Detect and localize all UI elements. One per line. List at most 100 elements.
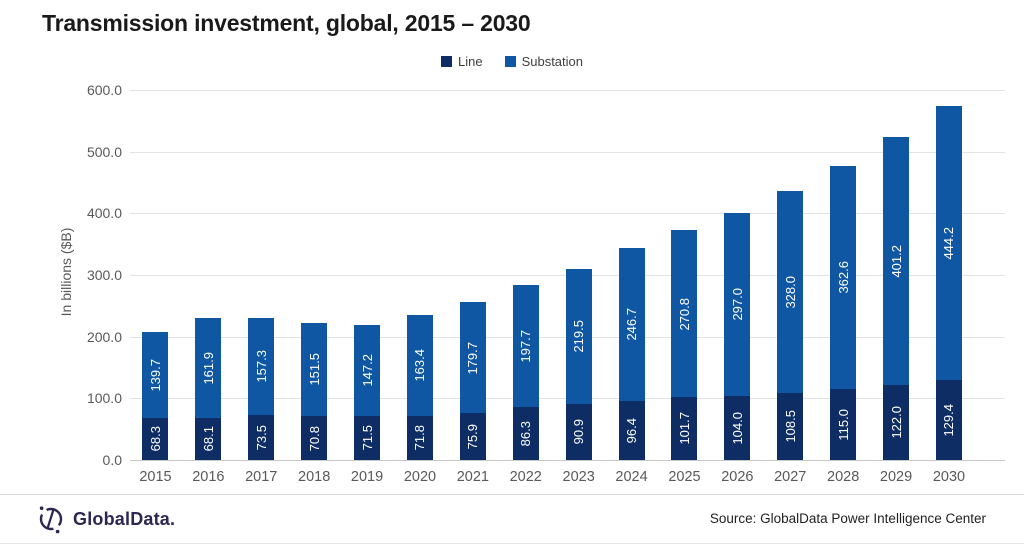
bar-value-label: 362.6 (835, 261, 851, 294)
bar-segment-line-2023: 90.9 (565, 403, 592, 460)
bar-value-label: 401.2 (888, 244, 904, 278)
bar-2017: 73.5 157.3 (248, 317, 275, 460)
bar-value-label: 101.7 (676, 412, 692, 445)
footer-divider (0, 494, 1024, 495)
legend-item-line: Line (440, 54, 483, 69)
source-text: Source: GlobalData Power Intelligence Ce… (709, 511, 986, 526)
x-tick-label-2016: 2016 (192, 469, 225, 485)
bar-value-label: 122.0 (888, 406, 904, 439)
bar-segment-substation-2022: 197.7 (512, 284, 539, 407)
chart-title: Transmission investment, global, 2015 – … (42, 10, 531, 36)
x-tick-label-2022: 2022 (509, 469, 542, 485)
bar-segment-substation-2020: 163.4 (406, 314, 433, 416)
bar-2021: 75.9 179.7 (459, 302, 486, 460)
x-tick-label-2017: 2017 (245, 469, 278, 485)
gridline (130, 151, 1005, 153)
brand-logo: GlobalData. (36, 503, 175, 535)
bar-segment-line-2020: 71.8 (406, 415, 433, 460)
bar-segment-line-2019: 71.5 (354, 415, 381, 460)
bar-segment-substation-2017: 157.3 (248, 317, 275, 415)
bar-value-label: 104.0 (729, 411, 745, 445)
legend: Line Substation (0, 54, 1024, 69)
bar-value-label: 71.8 (412, 425, 428, 451)
bars-layer: 68.3 139.7 68.1 161.9 73.5 157.3 70.8 151.5 71.5… (129, 90, 976, 460)
bar-2019: 71.5 147.2 (354, 325, 381, 460)
bar-value-label: 71.5 (359, 425, 375, 451)
bar-value-label: 75.9 (465, 423, 481, 450)
legend-swatch-substation (504, 56, 516, 67)
globaldata-logo-icon (39, 506, 63, 534)
bar-segment-line-2017: 73.5 (248, 414, 275, 460)
bar-segment-substation-2015: 139.7 (142, 331, 169, 418)
bar-value-label: 129.4 (941, 403, 957, 437)
bar-segment-substation-2027: 328.0 (777, 190, 804, 394)
x-tick-label-2018: 2018 (298, 469, 331, 485)
bar-value-label: 68.3 (147, 426, 163, 452)
bar-value-label: 70.8 (306, 425, 322, 451)
bar-value-label: 219.5 (571, 320, 587, 353)
x-tick-label-2020: 2020 (403, 469, 437, 485)
bar-segment-line-2016: 68.1 (195, 418, 222, 460)
y-tick-label: 400.0 (86, 205, 122, 222)
bar-value-label: 246.7 (624, 308, 640, 341)
bar-2028: 115.0 362.6 (830, 165, 857, 460)
y-tick-label: 600.0 (86, 82, 122, 98)
x-tick-label-2023: 2023 (562, 469, 595, 485)
bar-segment-line-2015: 68.3 (142, 417, 169, 460)
bar-value-label: 163.4 (412, 349, 428, 382)
bar-2027: 108.5 328.0 (777, 190, 804, 460)
x-tick-label-2026: 2026 (721, 469, 754, 485)
bar-value-label: 197.7 (518, 329, 534, 363)
gridline (130, 213, 1005, 215)
bar-2018: 70.8 151.5 (301, 322, 328, 460)
bar-2023: 90.9 219.5 (565, 268, 592, 460)
bar-value-label: 108.5 (782, 410, 798, 443)
x-tick-label-2024: 2024 (615, 469, 648, 485)
y-tick-label: 0.0 (102, 452, 122, 468)
brand-name: GlobalData. (73, 508, 176, 529)
bar-2020: 71.8 163.4 (406, 314, 433, 460)
bar-value-label: 328.0 (782, 275, 798, 309)
bar-segment-substation-2016: 161.9 (195, 318, 222, 419)
bar-2025: 101.7 270.8 (671, 230, 698, 460)
x-tick-label-2019: 2019 (350, 469, 384, 485)
x-tick-label-2021: 2021 (456, 469, 489, 485)
bar-2024: 96.4 246.7 (618, 248, 645, 460)
bar-segment-substation-2026: 297.0 (724, 212, 751, 396)
bar-value-label: 90.9 (571, 419, 587, 445)
bar-2029: 122.0 401.2 (883, 137, 910, 460)
y-axis-title: In billions ($B) (58, 227, 74, 317)
bar-2015: 68.3 139.7 (142, 331, 169, 460)
bar-segment-line-2025: 101.7 (671, 397, 698, 460)
bar-segment-substation-2024: 246.7 (618, 248, 645, 401)
bar-segment-substation-2028: 362.6 (830, 165, 857, 390)
bar-segment-substation-2025: 270.8 (671, 230, 698, 398)
bar-segment-line-2027: 108.5 (777, 393, 804, 460)
bar-value-label: 151.5 (306, 353, 322, 386)
bar-value-label: 139.7 (147, 358, 163, 392)
bar-2030: 129.4 444.2 (935, 106, 962, 460)
bar-segment-substation-2030: 444.2 (935, 106, 962, 381)
bar-segment-line-2018: 70.8 (301, 416, 328, 460)
bar-2016: 68.1 161.9 (195, 318, 222, 460)
bar-segment-line-2022: 86.3 (512, 406, 539, 460)
x-tick-label-2025: 2025 (668, 469, 701, 485)
bar-value-label: 297.0 (729, 288, 745, 321)
bar-value-label: 96.4 (624, 417, 640, 443)
x-tick-label-2029: 2029 (879, 469, 913, 485)
bar-value-label: 68.1 (200, 426, 216, 452)
y-tick-label: 200.0 (86, 328, 122, 345)
bar-segment-line-2030: 129.4 (935, 380, 962, 460)
bar-segment-substation-2029: 401.2 (883, 137, 910, 385)
x-tick-label-2015: 2015 (139, 469, 172, 485)
bar-segment-line-2021: 75.9 (459, 413, 486, 460)
legend-label: Line (457, 54, 483, 69)
y-tick-label: 500.0 (86, 143, 122, 160)
bar-2026: 104.0 297.0 (724, 212, 751, 460)
bar-2022: 86.3 197.7 (512, 284, 539, 460)
legend-label: Substation (521, 54, 583, 69)
bottom-divider (0, 543, 1024, 544)
legend-swatch-line (440, 56, 452, 67)
bar-segment-line-2029: 122.0 (883, 384, 910, 460)
